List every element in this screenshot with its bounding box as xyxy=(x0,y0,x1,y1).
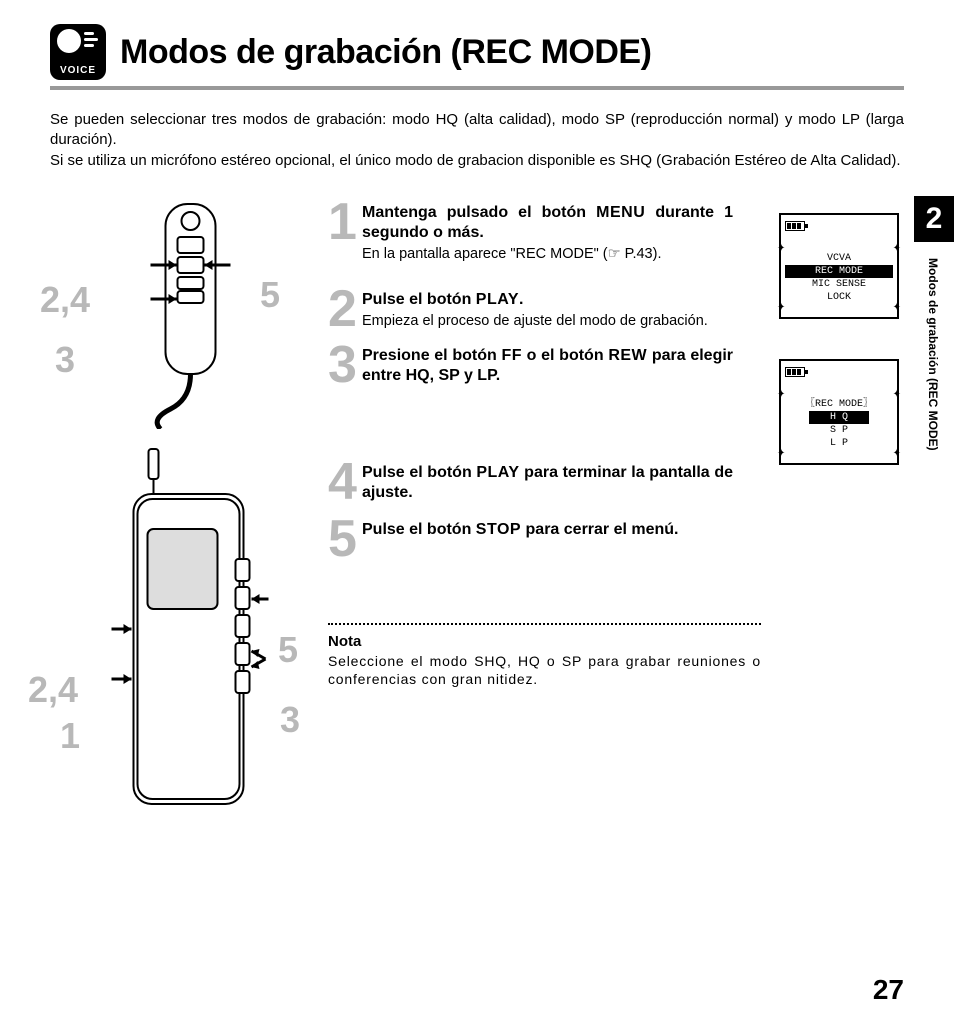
step-number: 4 xyxy=(328,459,358,506)
step-title: Presione el botón FF o el botón REW para… xyxy=(362,346,733,386)
step-1: 1 Mantenga pulsado el botón MENU durante… xyxy=(328,199,733,264)
voice-icon: VOICE xyxy=(50,24,106,80)
page-title: Modos de grabación (REC MODE) xyxy=(120,33,651,72)
page-number: 27 xyxy=(873,974,904,1006)
steps-column: 1 Mantenga pulsado el botón MENU durante… xyxy=(328,199,761,688)
main-content: 2,4 5 3 xyxy=(50,199,904,688)
step-title: Mantenga pulsado el botón MENU durante 1… xyxy=(362,203,733,243)
page-header: VOICE Modos de grabación (REC MODE) xyxy=(50,24,904,90)
note-title: Nota xyxy=(328,633,761,650)
recorder-callout-r1: 5 xyxy=(278,629,298,671)
intro-paragraph: Se pueden seleccionar tres modos de grab… xyxy=(50,110,904,171)
step-title: Pulse el botón STOP para cerrar el menú. xyxy=(362,520,733,540)
remote-control-drawing xyxy=(131,199,241,429)
device-illustration: 2,4 5 3 xyxy=(50,199,310,688)
lcd-screen-2: ✦✦ REC MODE H Q S P L P ✦✦ xyxy=(779,359,899,465)
battery-icon xyxy=(785,367,805,377)
step-title: Pulse el botón PLAY para terminar la pan… xyxy=(362,463,733,503)
chapter-tab: 2 xyxy=(914,196,954,242)
step-number: 5 xyxy=(328,516,358,563)
menu-list: REC MODE H Q S P L P xyxy=(785,398,893,450)
remote-callout-bl: 3 xyxy=(55,339,83,381)
battery-icon xyxy=(785,221,805,231)
remote-callout-tr: 5 xyxy=(260,274,280,316)
step-3: 3 Presione el botón FF o el botón REW pa… xyxy=(328,342,733,389)
recorder-callout-l2: 1 xyxy=(60,715,80,757)
step-title: Pulse el botón PLAY. xyxy=(362,290,733,310)
lcd-screen-1: ✦✦ VCVA REC MODE MIC SENSE LOCK ✦✦ xyxy=(779,213,899,319)
step-number: 1 xyxy=(328,199,358,246)
step-5: 5 Pulse el botón STOP para cerrar el men… xyxy=(328,516,733,563)
note-body: Seleccione el modo SHQ, HQ o SP para gra… xyxy=(328,652,761,688)
step-body: En la pantalla aparece "REC MODE" (☞ P.4… xyxy=(362,245,733,264)
separator xyxy=(328,623,761,625)
step-number: 2 xyxy=(328,286,358,333)
recorder-callout-r2: 3 xyxy=(280,699,300,741)
remote-callout-tl: 2,4 xyxy=(40,279,98,321)
recorder-callout-l1: 2,4 xyxy=(28,669,78,711)
voice-icon-label: VOICE xyxy=(50,65,106,76)
step-body: Empieza el proceso de ajuste del modo de… xyxy=(362,312,733,331)
step-2: 2 Pulse el botón PLAY. Empieza el proces… xyxy=(328,286,733,333)
side-running-title: Modos de grabación (REC MODE) xyxy=(926,258,940,451)
menu-list: VCVA REC MODE MIC SENSE LOCK xyxy=(785,252,893,304)
lcd-screens: ✦✦ VCVA REC MODE MIC SENSE LOCK ✦✦ ✦✦ RE… xyxy=(779,199,904,688)
step-number: 3 xyxy=(328,342,358,389)
recorder-drawing xyxy=(104,439,274,839)
step-4: 4 Pulse el botón PLAY para terminar la p… xyxy=(328,459,733,506)
